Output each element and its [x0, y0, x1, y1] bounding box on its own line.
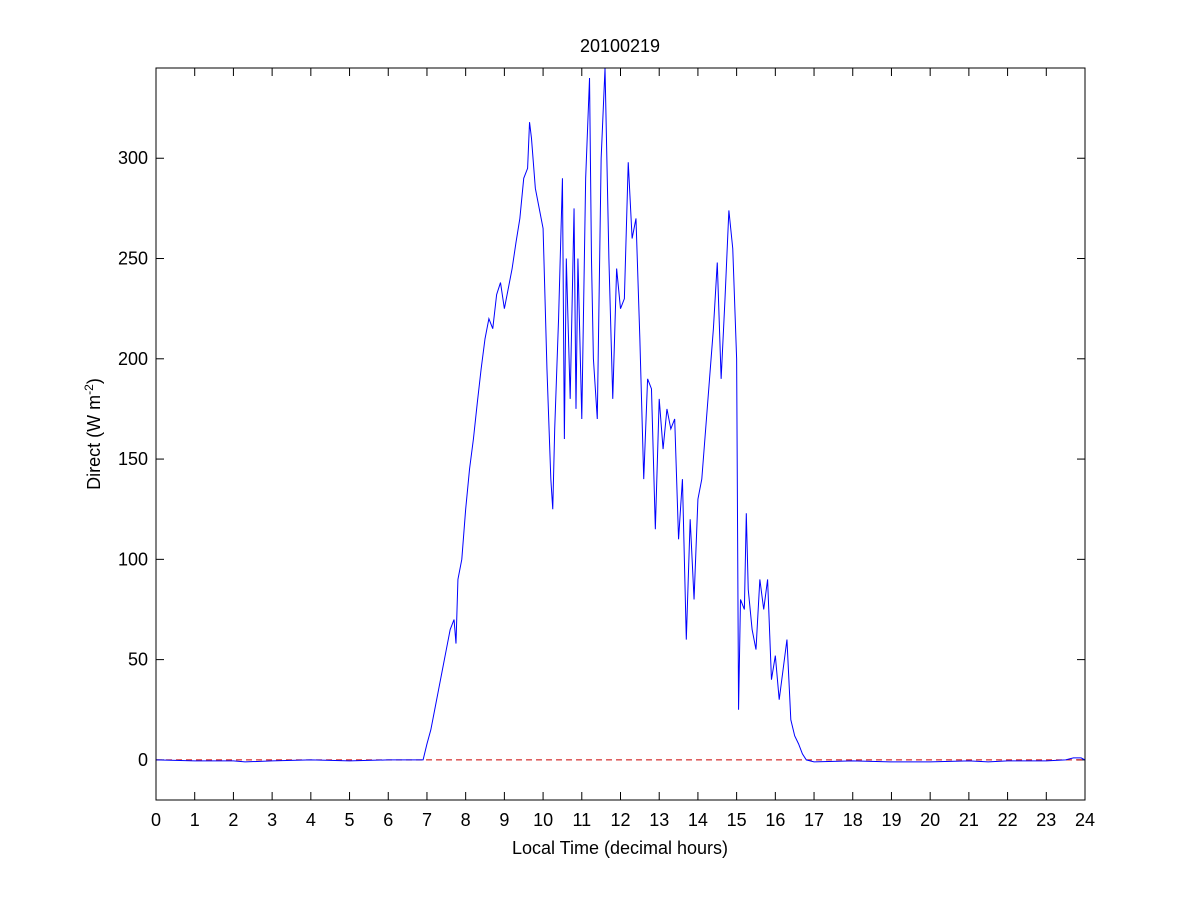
x-tick-label: 0 [151, 810, 161, 830]
x-tick-label: 22 [998, 810, 1018, 830]
y-tick-label: 100 [118, 549, 148, 569]
y-label-tail: ) [84, 378, 104, 384]
x-tick-label: 2 [228, 810, 238, 830]
plot-frame [155, 67, 1086, 801]
x-tick-label: 7 [422, 810, 432, 830]
y-tick-label: 150 [118, 449, 148, 469]
x-tick-label: 24 [1075, 810, 1095, 830]
data-line [155, 67, 1086, 763]
x-tick-label: 12 [610, 810, 630, 830]
x-tick-label: 9 [499, 810, 509, 830]
y-tick-label: 200 [118, 349, 148, 369]
x-tick-label: 23 [1036, 810, 1056, 830]
x-tick-label: 6 [383, 810, 393, 830]
y-tick-label: 250 [118, 249, 148, 269]
x-tick-label: 1 [190, 810, 200, 830]
x-tick-label: 10 [533, 810, 553, 830]
x-tick-label: 20 [920, 810, 940, 830]
y-label-sup: -2 [82, 384, 96, 395]
x-tick-label: 15 [727, 810, 747, 830]
x-tick-label: 21 [959, 810, 979, 830]
y-tick-label: 300 [118, 148, 148, 168]
x-tick-label: 17 [804, 810, 824, 830]
x-tick-label: 19 [881, 810, 901, 830]
y-label-text: Direct (W m [84, 395, 104, 490]
x-tick-label: 14 [688, 810, 708, 830]
y-axis-label: Direct (W m-2) [82, 378, 104, 490]
x-tick-label: 18 [843, 810, 863, 830]
x-tick-label: 16 [765, 810, 785, 830]
chart-title: 20100219 [580, 36, 660, 56]
y-tick-label: 0 [138, 750, 148, 770]
x-tick-label: 3 [267, 810, 277, 830]
x-tick-label: 4 [306, 810, 316, 830]
x-tick-label: 5 [345, 810, 355, 830]
x-axis-label: Local Time (decimal hours) [512, 838, 728, 858]
x-tick-label: 8 [461, 810, 471, 830]
x-tick-label: 13 [649, 810, 669, 830]
y-tick-label: 50 [128, 650, 148, 670]
x-tick-label: 11 [572, 810, 591, 830]
